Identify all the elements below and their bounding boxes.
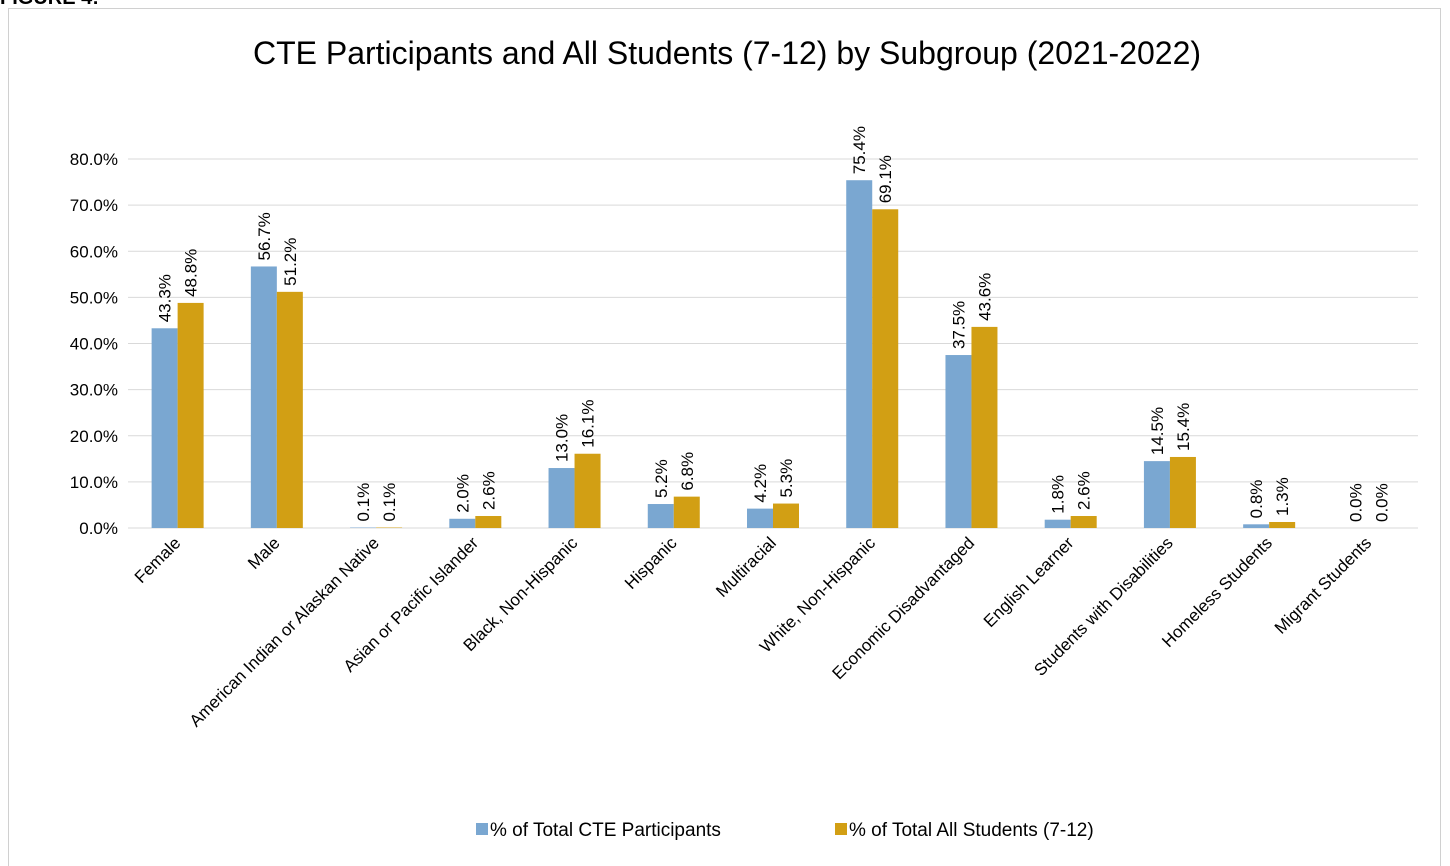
bar bbox=[872, 209, 899, 528]
data-label: 2.6% bbox=[479, 471, 498, 510]
figure-label: FIGURE 4: bbox=[0, 0, 99, 9]
data-label: 75.4% bbox=[850, 126, 869, 174]
y-tick-label: 30.0% bbox=[70, 381, 118, 400]
data-label: 48.8% bbox=[182, 249, 201, 297]
data-label: 0.1% bbox=[354, 483, 373, 522]
data-label: 2.6% bbox=[1075, 471, 1094, 510]
data-label: 4.2% bbox=[751, 464, 770, 503]
bar bbox=[1143, 461, 1170, 528]
x-tick-label: English Learner bbox=[980, 533, 1078, 631]
data-label: 6.8% bbox=[678, 452, 697, 491]
data-label: 56.7% bbox=[255, 212, 274, 260]
data-label: 43.6% bbox=[975, 273, 994, 321]
data-label: 0.0% bbox=[1372, 483, 1391, 522]
y-tick-label: 60.0% bbox=[70, 242, 118, 261]
bar bbox=[151, 328, 178, 528]
y-tick-label: 40.0% bbox=[70, 335, 118, 354]
y-tick-label: 10.0% bbox=[70, 473, 118, 492]
bar bbox=[276, 291, 303, 528]
data-label: 0.0% bbox=[1346, 483, 1365, 522]
data-label: 37.5% bbox=[949, 301, 968, 349]
data-label: 14.5% bbox=[1148, 407, 1167, 455]
y-tick-label: 50.0% bbox=[70, 288, 118, 307]
bar bbox=[945, 355, 972, 528]
x-tick-label: Migrant Students bbox=[1271, 533, 1375, 637]
x-tick-label: Male bbox=[244, 533, 283, 572]
data-label: 5.3% bbox=[777, 459, 796, 498]
legend-label: % of Total CTE Participants bbox=[490, 820, 721, 841]
legend-label: % of Total All Students (7-12) bbox=[849, 820, 1094, 841]
bar bbox=[846, 180, 873, 528]
x-tick-label: Hispanic bbox=[621, 533, 681, 593]
bar bbox=[475, 516, 502, 528]
x-tick-label: Homeless Students bbox=[1158, 533, 1276, 651]
bar bbox=[548, 468, 575, 528]
x-tick-label: American Indian or Alaskan Native bbox=[186, 533, 383, 730]
x-tick-label: Black, Non-Hispanic bbox=[460, 533, 582, 655]
bar bbox=[449, 518, 476, 528]
data-label: 51.2% bbox=[281, 238, 300, 286]
bar bbox=[1070, 516, 1097, 528]
y-tick-label: 0.0% bbox=[79, 519, 118, 538]
y-tick-label: 80.0% bbox=[70, 150, 118, 169]
x-tick-label: Female bbox=[131, 533, 185, 587]
bar bbox=[1243, 524, 1270, 528]
y-tick-label: 70.0% bbox=[70, 196, 118, 215]
data-label: 0.1% bbox=[380, 483, 399, 522]
legend-swatch bbox=[835, 823, 847, 835]
data-label: 1.3% bbox=[1273, 477, 1292, 516]
data-label: 2.0% bbox=[453, 474, 472, 513]
bar bbox=[1044, 519, 1071, 528]
bar bbox=[1269, 522, 1296, 528]
bar bbox=[574, 453, 601, 528]
bar bbox=[647, 504, 674, 528]
bar bbox=[673, 496, 700, 528]
bar bbox=[747, 508, 773, 528]
y-tick-label: 20.0% bbox=[70, 427, 118, 446]
bar bbox=[971, 326, 998, 528]
bar bbox=[177, 302, 204, 528]
data-label: 16.1% bbox=[579, 400, 598, 448]
bar bbox=[773, 503, 799, 528]
data-label: 1.8% bbox=[1049, 475, 1068, 514]
bar bbox=[250, 266, 277, 528]
data-label: 0.8% bbox=[1247, 480, 1266, 519]
chart-title: CTE Participants and All Students (7-12)… bbox=[253, 35, 1201, 71]
x-tick-label: Multiracial bbox=[712, 533, 780, 601]
legend-swatch bbox=[476, 823, 488, 835]
data-label: 5.2% bbox=[652, 459, 671, 498]
chart-frame bbox=[8, 8, 1441, 866]
bar bbox=[1169, 456, 1196, 528]
data-label: 69.1% bbox=[876, 155, 895, 203]
data-label: 13.0% bbox=[553, 414, 572, 462]
data-label: 43.3% bbox=[156, 274, 175, 322]
data-label: 15.4% bbox=[1174, 403, 1193, 451]
